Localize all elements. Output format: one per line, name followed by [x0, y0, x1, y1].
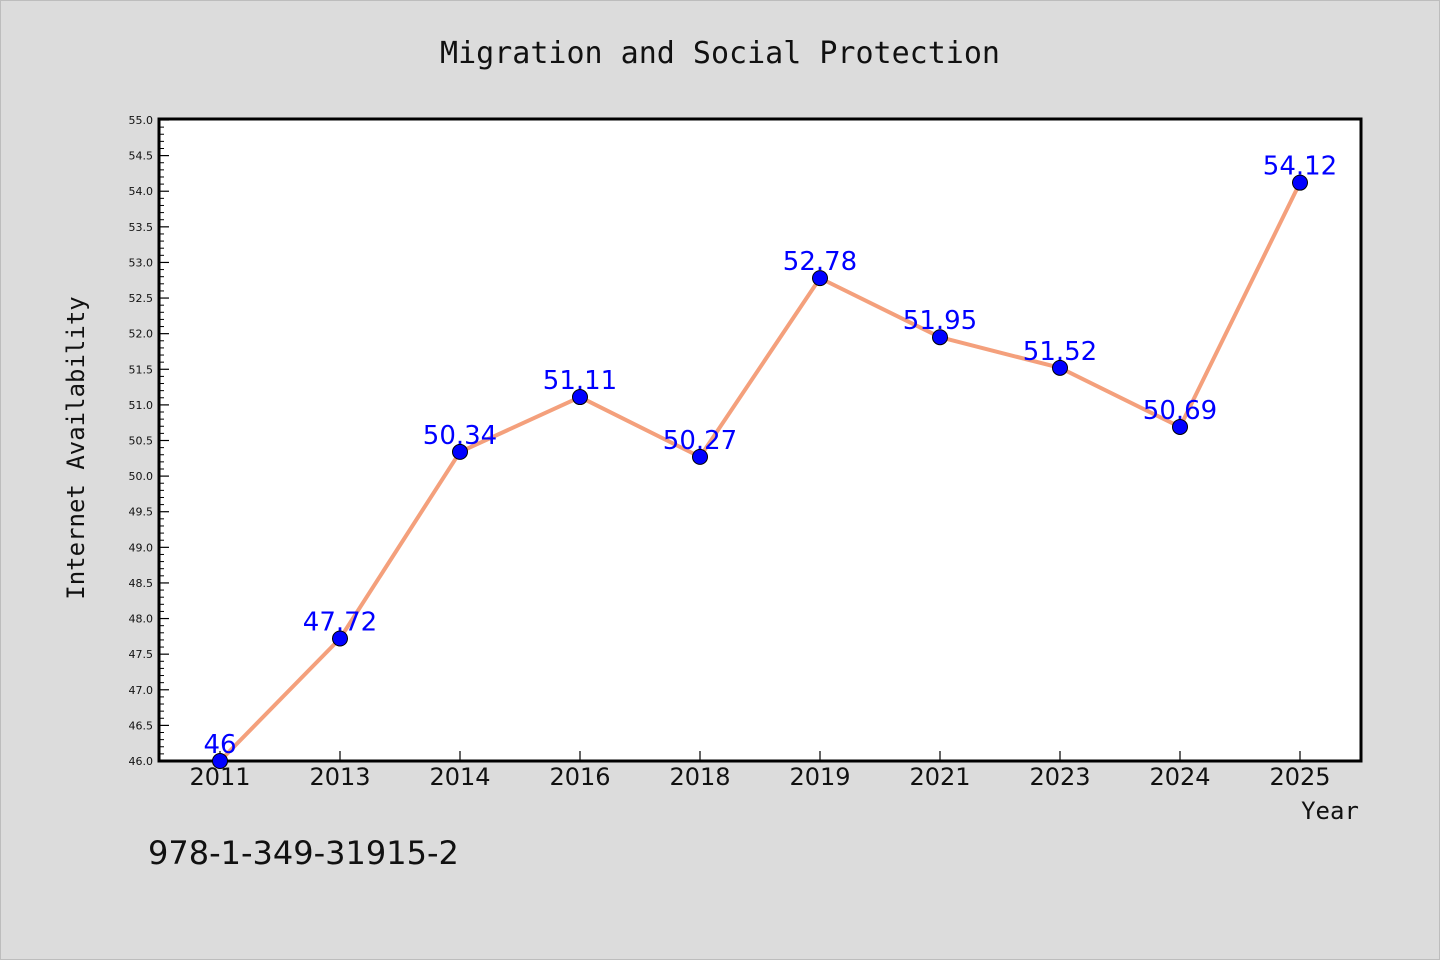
data-point — [332, 630, 348, 647]
data-point — [452, 443, 468, 460]
data-label: 50.27 — [663, 426, 737, 456]
chart-title: Migration and Social Protection — [440, 36, 1000, 71]
data-point — [1052, 359, 1068, 376]
x-tick-label: 2024 — [1149, 763, 1210, 791]
data-label: 50.34 — [423, 421, 497, 451]
data-point — [572, 389, 588, 406]
y-tick-label: 54.5 — [129, 150, 154, 163]
data-label: 51.95 — [903, 306, 977, 336]
y-tick-label: 48.0 — [129, 613, 154, 626]
x-axis: 2011 2013 2014 2016 2018 2019 2021 2023 2024 2025 — [189, 751, 1331, 791]
x-tick-label: 2019 — [789, 763, 850, 791]
y-tick-label: 52.5 — [129, 292, 154, 305]
y-tick-label: 51.0 — [129, 399, 154, 412]
data-point — [212, 753, 228, 769]
y-tick-label: 54.0 — [129, 185, 154, 198]
y-axis: 46.0 46.5 47.0 47.5 48.0 48.5 49.0 49.5 50.0 50.5… — [129, 114, 169, 768]
data-point — [1172, 418, 1188, 435]
x-axis-label: Year — [1301, 797, 1359, 825]
data-label: 54.12 — [1263, 152, 1337, 182]
data-label: 46 — [203, 730, 236, 760]
y-tick-label: 53.0 — [129, 256, 154, 269]
isbn-annotation: 978-1-349-31915-2 — [148, 834, 459, 872]
y-tick-label: 46.0 — [129, 755, 154, 768]
x-tick-label: 2023 — [1029, 763, 1090, 791]
y-tick-label: 51.5 — [129, 363, 154, 376]
x-tick-label: 2013 — [309, 763, 370, 791]
series-line — [218, 181, 1302, 763]
y-axis-label: Internet Availability — [62, 296, 90, 599]
x-tick-label: 2018 — [669, 763, 730, 791]
y-tick-label: 48.5 — [129, 577, 154, 590]
data-label: 51.52 — [1023, 337, 1097, 367]
y-tick-label: 50.0 — [129, 470, 154, 483]
data-point — [932, 329, 948, 346]
y-tick-label: 50.5 — [129, 435, 154, 448]
y-tick-label: 47.0 — [129, 684, 154, 697]
series-markers — [212, 174, 1308, 769]
y-tick-label: 49.0 — [129, 541, 154, 554]
data-label: 52.78 — [783, 247, 857, 277]
x-tick-label: 2021 — [909, 763, 970, 791]
x-tick-label: 2025 — [1269, 763, 1330, 791]
data-point — [812, 270, 828, 287]
data-label: 51.11 — [543, 366, 617, 396]
data-labels: 46 47.72 50.34 51.11 50.27 52.78 51.95 51.52 50.… — [203, 152, 1337, 760]
data-point — [1292, 174, 1308, 191]
data-label: 47.72 — [303, 607, 377, 637]
x-tick-label: 2014 — [429, 763, 490, 791]
x-tick-label: 2016 — [549, 763, 610, 791]
y-tick-label: 47.5 — [129, 648, 154, 661]
y-tick-label: 53.5 — [129, 221, 154, 234]
data-point — [692, 448, 708, 465]
data-label: 50.69 — [1143, 396, 1217, 426]
y-tick-label: 49.5 — [129, 506, 154, 519]
y-tick-label: 46.5 — [129, 719, 154, 732]
plot-area — [157, 117, 1363, 763]
y-tick-label: 55.0 — [129, 114, 154, 127]
y-tick-label: 52.0 — [129, 328, 154, 341]
